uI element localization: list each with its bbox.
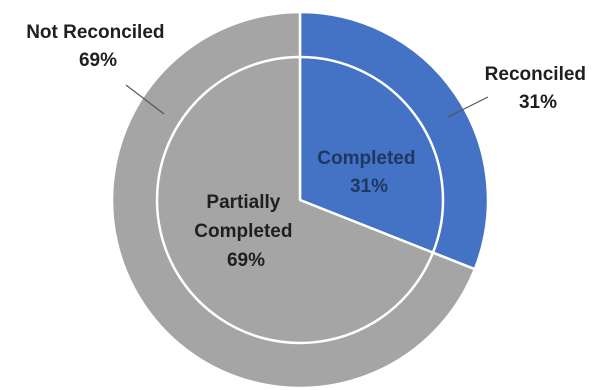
- leader-line-not-reconciled: [125, 84, 165, 115]
- label-completed-name: Completed: [317, 148, 415, 169]
- label-partially-completed-value: 69%: [227, 250, 265, 271]
- label-not-reconciled-name: Not Reconciled: [26, 22, 164, 43]
- inner-slice-completed: [298, 55, 445, 254]
- label-reconciled-name: Reconciled: [485, 64, 586, 85]
- label-completed-value: 31%: [350, 176, 388, 197]
- leader-lines-layer: [125, 84, 489, 118]
- label-reconciled-value: 31%: [519, 92, 557, 113]
- label-partially-completed-line1: Partially: [206, 192, 280, 213]
- labels-layer: Not Reconciled 69% Reconciled 31% Comple…: [26, 22, 592, 271]
- leader-line-reconciled: [447, 96, 489, 118]
- label-not-reconciled: Not Reconciled 69%: [26, 22, 170, 71]
- label-partially-completed: Partially Completed 69%: [194, 192, 297, 271]
- label-not-reconciled-value: 69%: [79, 50, 117, 71]
- label-completed: Completed 31%: [317, 148, 420, 197]
- inner-slice-partially-completed: [155, 55, 435, 345]
- slices-layer: [110, 10, 490, 390]
- label-partially-completed-line2: Completed: [194, 221, 292, 242]
- label-reconciled: Reconciled 31%: [485, 64, 592, 113]
